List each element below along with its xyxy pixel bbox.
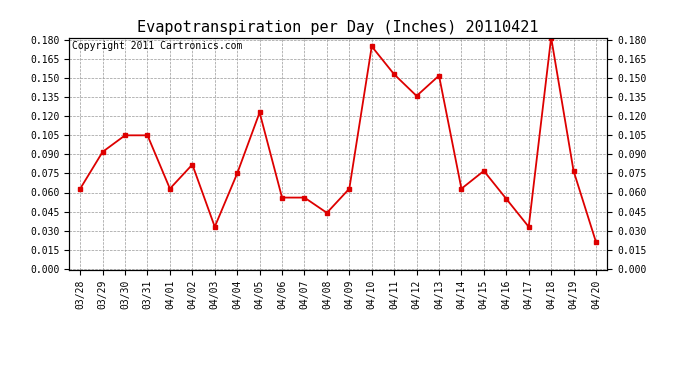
Text: Copyright 2011 Cartronics.com: Copyright 2011 Cartronics.com <box>72 41 242 51</box>
Title: Evapotranspiration per Day (Inches) 20110421: Evapotranspiration per Day (Inches) 2011… <box>137 20 539 35</box>
